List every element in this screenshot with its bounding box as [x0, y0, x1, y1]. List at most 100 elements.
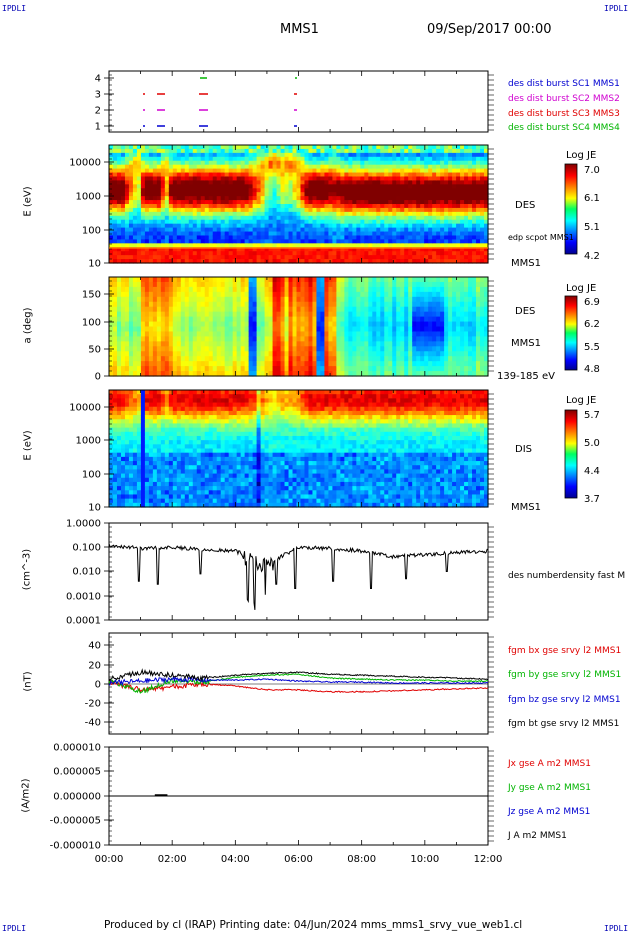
panel2-cell — [112, 172, 118, 178]
panel3-cell — [264, 331, 270, 337]
panel3-cell — [128, 286, 134, 293]
panel2-cell — [284, 211, 290, 217]
panel2-cell — [172, 239, 178, 244]
panel2-cell — [428, 192, 433, 197]
panel3-cell — [324, 311, 330, 318]
panel3-cell — [420, 341, 425, 347]
panel2-cell — [340, 255, 345, 260]
panel3-cell — [228, 296, 234, 303]
panel2-cell — [280, 243, 286, 248]
panel2-cell — [380, 243, 385, 248]
panel2-cell — [400, 196, 405, 201]
panel2-cell — [348, 145, 353, 150]
panel3-cell — [472, 296, 477, 303]
panel2-cell — [156, 204, 162, 209]
panel3-cell — [476, 311, 481, 318]
panel3-cell — [456, 321, 461, 328]
panel2-cell — [196, 156, 202, 162]
panel2-cell — [428, 200, 433, 205]
panel2-cell — [416, 231, 421, 237]
panel2-cell — [244, 180, 250, 185]
panel3-cell — [196, 286, 202, 293]
panel2-cell — [348, 176, 353, 181]
panel2-cell — [244, 168, 250, 174]
panel3-cell — [112, 356, 118, 362]
panel2-cell — [320, 164, 326, 170]
panel2-cell — [172, 145, 178, 150]
panel2-cell — [408, 168, 413, 174]
panel2-cell — [284, 160, 290, 166]
panel2-cell — [432, 192, 437, 197]
panel2-cell — [368, 251, 373, 256]
panel2-cell — [112, 247, 118, 252]
panel3-cell — [392, 341, 397, 347]
panel2-cell — [336, 207, 341, 213]
panel2-cell — [336, 219, 341, 225]
panel2-cell — [356, 145, 361, 150]
panel2-cell — [484, 156, 489, 162]
panel2-cell — [140, 148, 146, 154]
panel2-cell — [280, 219, 286, 225]
panel3-cell — [328, 306, 334, 313]
panel2-cell — [308, 247, 314, 252]
panel3-cell — [432, 291, 437, 298]
panel3-cell — [456, 361, 461, 367]
panel3-cell — [472, 306, 477, 313]
panel3-cell — [172, 366, 178, 372]
panel3-cell — [208, 366, 214, 372]
panel2-cell — [352, 235, 357, 240]
panel3-cell — [444, 321, 449, 328]
panel2-cell — [292, 148, 298, 154]
panel1-frame — [108, 70, 489, 133]
panel2-cell — [192, 168, 198, 174]
panel2-cell — [128, 172, 134, 178]
panel2-cell — [416, 180, 421, 185]
panel2-cell — [376, 156, 381, 162]
panel2-cell — [440, 247, 445, 252]
panel3-cell — [304, 366, 310, 372]
panel3-cell — [212, 316, 218, 323]
panel2-cell — [276, 192, 282, 197]
panel2-cell — [276, 152, 282, 158]
panel2-cell — [288, 192, 294, 197]
panel3-cell — [484, 351, 489, 357]
panel3-cell — [109, 316, 114, 323]
panel3-cell — [248, 296, 254, 303]
panel2-cell — [260, 219, 266, 225]
panel3-cell — [352, 371, 357, 377]
panel2-cell — [172, 184, 178, 189]
panel2-cell — [436, 176, 441, 181]
panel2-cell — [404, 192, 409, 197]
panel2-cell — [228, 145, 234, 150]
panel2-cell — [308, 180, 314, 185]
panel3-cell — [316, 321, 322, 328]
panel2-cell — [128, 207, 134, 213]
panel2-cell — [284, 196, 290, 201]
panel2-cell — [196, 247, 202, 252]
panel2-cell — [460, 215, 465, 221]
panel3-cell — [268, 311, 274, 318]
panel3-cell — [256, 316, 262, 323]
panel3-cell — [324, 331, 330, 337]
panel2-cell — [224, 196, 230, 201]
panel2-cell — [224, 235, 230, 240]
panel2-cell — [344, 148, 349, 154]
panel2-cell — [180, 180, 186, 185]
panel2-cell — [396, 145, 401, 150]
panel3-cell — [172, 341, 178, 347]
panel3-cell — [436, 277, 441, 283]
panel2-cell — [312, 188, 318, 193]
panel2-cell — [172, 231, 178, 237]
panel2-cell — [296, 164, 302, 170]
panel2-cell — [116, 200, 122, 205]
panel2-cell — [188, 176, 194, 181]
panel2-cell — [288, 219, 294, 225]
panel3-cell — [392, 281, 397, 288]
panel3-cell — [116, 286, 122, 293]
panel2-cell — [228, 156, 234, 162]
panel2-cell — [484, 160, 489, 166]
panel3-cell — [164, 296, 170, 303]
panel3-cell — [216, 326, 222, 333]
panel2-cell — [340, 215, 345, 221]
panel2-cell — [144, 192, 150, 197]
